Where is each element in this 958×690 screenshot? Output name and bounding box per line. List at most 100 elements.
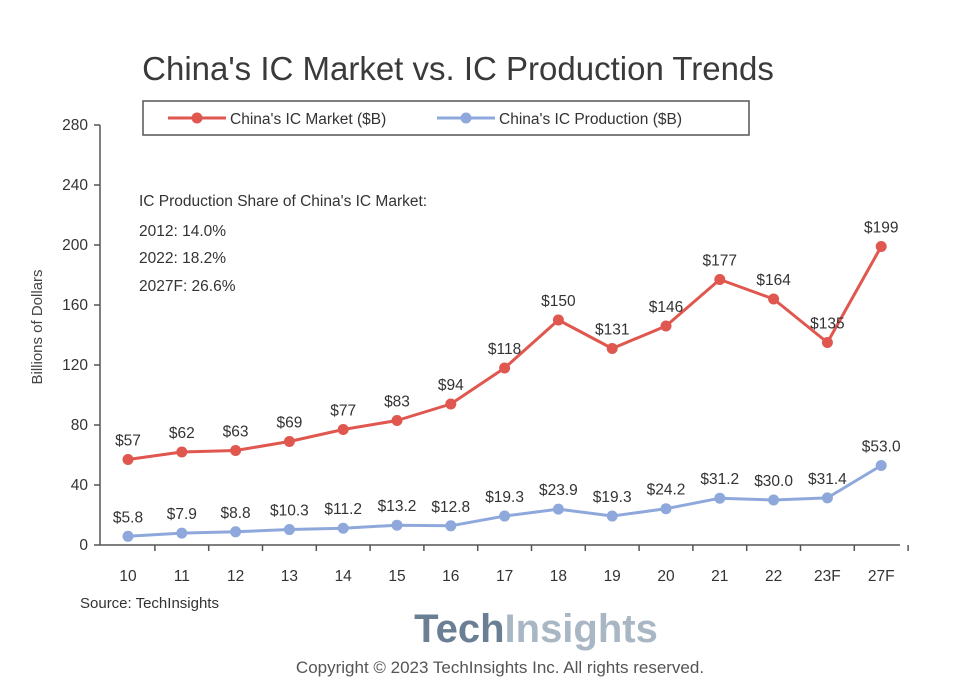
data-point <box>391 519 403 531</box>
data-label: $53.0 <box>862 439 901 456</box>
data-point <box>499 510 511 522</box>
x-tick-label: 10 <box>119 568 137 585</box>
data-point <box>230 445 242 456</box>
annotation-2027f: 2027F: 26.6% <box>139 278 236 295</box>
data-point <box>283 436 295 447</box>
legend-production-marker <box>460 112 472 124</box>
data-point <box>176 527 188 539</box>
data-point <box>391 415 403 426</box>
data-label: $77 <box>330 403 356 420</box>
x-tick-label: 15 <box>388 568 405 585</box>
legend-entry-market: China's IC Market ($B) <box>168 111 386 128</box>
data-point <box>283 524 295 536</box>
techinsights-logo: TechInsights <box>414 607 658 651</box>
legend-entry-production: China's IC Production ($B) <box>437 111 682 128</box>
series-points <box>122 241 887 542</box>
x-tick-label: 11 <box>174 568 190 585</box>
data-point <box>821 492 833 504</box>
data-point <box>875 460 887 471</box>
data-point <box>499 362 511 374</box>
y-tick-label: 160 <box>62 297 88 314</box>
data-label: $12.8 <box>431 499 470 516</box>
data-point <box>606 510 618 522</box>
data-label: $8.8 <box>221 505 251 522</box>
data-label: $5.8 <box>113 509 143 526</box>
y-axis-label: Billions of Dollars <box>29 269 46 384</box>
annotation-block: IC Production Share of China's IC Market… <box>139 193 427 295</box>
annotation-heading: IC Production Share of China's IC Market… <box>139 193 427 210</box>
x-tick-label: 23F <box>814 568 841 585</box>
data-label: $31.2 <box>700 471 739 488</box>
legend: China's IC Market ($B) China's IC Produc… <box>142 100 750 136</box>
data-point <box>337 522 349 534</box>
data-point <box>176 446 188 458</box>
data-label: $118 <box>488 341 521 358</box>
x-tick-label: 20 <box>657 568 675 585</box>
data-label: $30.0 <box>754 473 793 490</box>
data-point <box>230 526 242 538</box>
logo-tech: Tech <box>414 607 504 651</box>
data-label: $62 <box>169 425 195 442</box>
data-labels: $57 $62 $63 $69 $77 $83 $94 $118 $150 $131 $146 $17… <box>113 220 901 527</box>
data-label: $150 <box>541 293 576 310</box>
data-label: $199 <box>864 220 898 237</box>
data-label: $23.9 <box>539 482 578 499</box>
x-tick-label: 14 <box>335 568 353 585</box>
data-label: $57 <box>115 433 141 450</box>
chart-title: China's IC Market vs. IC Production Tren… <box>142 50 774 87</box>
data-point <box>660 320 672 332</box>
data-point <box>337 424 349 435</box>
data-label: $13.2 <box>378 498 417 515</box>
copyright-notice: Copyright © 2023 TechInsights Inc. All r… <box>296 658 704 677</box>
legend-market-label: China's IC Market ($B) <box>230 111 386 128</box>
x-tick-label: 12 <box>227 568 244 585</box>
data-label: $94 <box>438 377 464 394</box>
y-tick-label: 280 <box>62 117 88 134</box>
data-label: $177 <box>703 253 737 270</box>
annotation-2012: 2012: 14.0% <box>139 223 226 240</box>
data-label: $31.4 <box>808 471 847 488</box>
data-point <box>875 241 887 252</box>
data-label: $146 <box>649 299 683 316</box>
data-point <box>445 520 457 532</box>
logo-insights: Insights <box>505 607 658 651</box>
y-tick-label: 40 <box>71 477 89 494</box>
data-label: $63 <box>223 424 249 441</box>
data-point <box>714 492 726 504</box>
data-label: $83 <box>384 394 410 411</box>
data-point <box>768 293 780 305</box>
y-tick-label: 120 <box>62 357 88 374</box>
data-point <box>660 503 672 515</box>
x-tick-label: 21 <box>711 568 728 585</box>
data-point <box>821 337 833 348</box>
axes: 0 40 80 120 160 200 240 280 10 11 12 13 14 15 16 17 18 19… <box>62 117 909 585</box>
data-label: $135 <box>810 316 844 333</box>
y-tick-label: 80 <box>71 417 89 434</box>
data-label: $164 <box>756 272 791 289</box>
y-tick-label: 200 <box>62 237 88 254</box>
data-label: $10.3 <box>270 503 309 520</box>
data-point <box>552 314 564 326</box>
data-label: $69 <box>276 415 302 432</box>
x-tick-label: 22 <box>765 568 782 585</box>
data-point <box>122 530 134 542</box>
data-label: $131 <box>595 322 629 339</box>
data-label: $24.2 <box>647 482 686 499</box>
data-label: $19.3 <box>593 489 632 506</box>
data-label: $19.3 <box>485 489 524 506</box>
y-tick-label: 240 <box>62 177 88 194</box>
x-tick-label: 27F <box>868 568 895 585</box>
data-point <box>552 503 564 515</box>
data-point <box>606 343 618 354</box>
data-point <box>714 274 726 285</box>
x-tick-label: 19 <box>604 568 621 585</box>
data-point <box>445 398 457 410</box>
y-tick-label: 0 <box>79 537 88 554</box>
data-label: $7.9 <box>167 506 197 523</box>
data-point <box>768 494 780 506</box>
legend-production-label: China's IC Production ($B) <box>499 111 682 128</box>
data-label: $11.2 <box>324 501 362 518</box>
legend-market-marker <box>191 112 203 124</box>
x-tick-label: 16 <box>442 568 459 585</box>
